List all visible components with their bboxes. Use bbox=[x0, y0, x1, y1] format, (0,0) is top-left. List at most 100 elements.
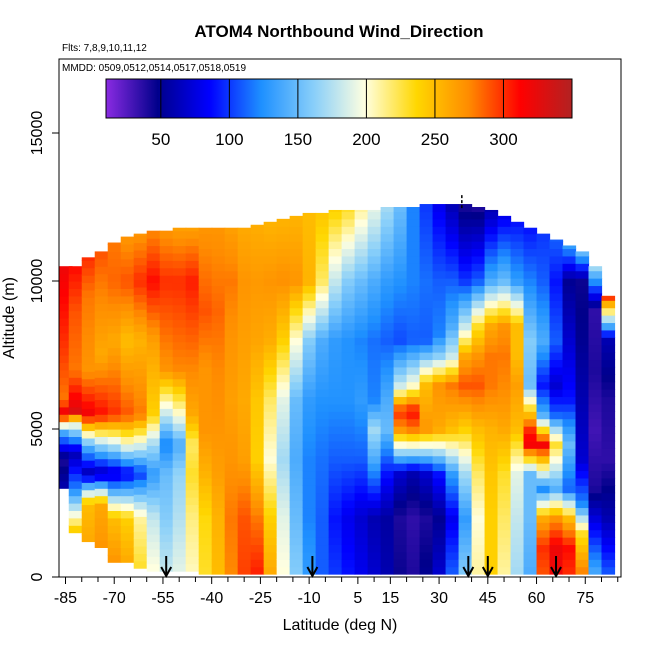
heatmap-cell bbox=[211, 411, 226, 420]
heatmap-cell bbox=[185, 489, 200, 498]
heatmap-cell bbox=[536, 566, 551, 575]
heatmap-cell bbox=[458, 248, 473, 257]
heatmap-cell bbox=[419, 218, 434, 227]
heatmap-cell bbox=[94, 325, 109, 334]
heatmap-cell bbox=[510, 374, 525, 383]
heatmap-cell bbox=[172, 408, 187, 417]
heatmap-cell bbox=[328, 209, 343, 213]
heatmap-cell bbox=[133, 553, 148, 562]
heatmap-cell bbox=[432, 500, 447, 509]
heatmap-cell bbox=[601, 396, 616, 405]
heatmap-cell bbox=[237, 477, 252, 486]
heatmap-cell bbox=[588, 270, 603, 279]
heatmap-cell bbox=[81, 349, 96, 358]
heatmap-cell bbox=[237, 315, 252, 324]
heatmap-cell bbox=[445, 418, 460, 427]
heatmap-cell bbox=[302, 485, 317, 494]
heatmap-cell bbox=[562, 329, 577, 338]
heatmap-cell bbox=[81, 534, 96, 543]
heatmap-cell bbox=[224, 522, 239, 531]
x-tick-label: 30 bbox=[430, 590, 448, 607]
heatmap-cell bbox=[588, 544, 603, 553]
heatmap-cell bbox=[172, 245, 187, 254]
heatmap-cell bbox=[133, 457, 148, 466]
heatmap-cell bbox=[68, 281, 83, 289]
heatmap-cell bbox=[198, 248, 213, 257]
heatmap-cell bbox=[562, 307, 577, 316]
heatmap-cell bbox=[172, 267, 187, 276]
heatmap-cell bbox=[107, 310, 122, 319]
heatmap-cell bbox=[68, 421, 83, 430]
heatmap-cell bbox=[315, 433, 330, 442]
heatmap-cell bbox=[341, 522, 356, 531]
heatmap-cell bbox=[172, 319, 187, 328]
heatmap-cell bbox=[198, 255, 213, 264]
heatmap-cell bbox=[263, 514, 278, 523]
heatmap-cell bbox=[328, 455, 343, 464]
heatmap-cell bbox=[315, 551, 330, 560]
heatmap-cell bbox=[159, 482, 174, 491]
heatmap-cell bbox=[146, 267, 161, 276]
heatmap-cell bbox=[68, 295, 83, 304]
heatmap-cell bbox=[159, 275, 174, 284]
heatmap-cell bbox=[302, 263, 317, 272]
heatmap-cell bbox=[536, 248, 551, 257]
heatmap-cell bbox=[68, 377, 83, 386]
heatmap-cell bbox=[237, 448, 252, 457]
heatmap-cell bbox=[367, 292, 382, 301]
heatmap-cell bbox=[328, 566, 343, 575]
heatmap-cell bbox=[289, 485, 304, 494]
heatmap-cell bbox=[484, 337, 499, 346]
heatmap-cell bbox=[172, 334, 187, 343]
heatmap-cell bbox=[107, 547, 122, 556]
heatmap-cell bbox=[432, 492, 447, 501]
heatmap-cell bbox=[107, 295, 122, 304]
heatmap-cell bbox=[432, 292, 447, 301]
heatmap-cell bbox=[146, 252, 161, 261]
heatmap-cell bbox=[185, 363, 200, 372]
heatmap-cell bbox=[185, 548, 200, 557]
heatmap-cell bbox=[68, 266, 83, 275]
heatmap-cell bbox=[315, 307, 330, 316]
colorbar-tick-label: 100 bbox=[215, 130, 243, 149]
profile-arrow bbox=[550, 556, 562, 579]
heatmap-cell bbox=[289, 448, 304, 457]
heatmap-cell bbox=[159, 526, 174, 535]
heatmap-cell bbox=[562, 500, 577, 509]
heatmap-cell bbox=[315, 418, 330, 427]
heatmap-cell bbox=[172, 526, 187, 535]
heatmap-cell bbox=[445, 329, 460, 338]
heatmap-cell bbox=[549, 492, 564, 501]
heatmap-cell bbox=[185, 541, 200, 550]
heatmap-cell bbox=[315, 278, 330, 287]
heatmap-cell bbox=[575, 477, 590, 486]
heatmap-cell bbox=[536, 344, 551, 353]
heatmap-cell bbox=[471, 307, 486, 316]
heatmap-cell bbox=[393, 322, 408, 331]
heatmap-cell bbox=[159, 504, 174, 513]
heatmap-cell bbox=[198, 500, 213, 509]
heatmap-cell bbox=[601, 411, 616, 420]
heatmap-cell bbox=[419, 529, 434, 538]
heatmap-cell bbox=[289, 215, 304, 220]
heatmap-cell bbox=[419, 315, 434, 324]
heatmap-cell bbox=[471, 292, 486, 301]
heatmap-cell bbox=[59, 369, 73, 378]
heatmap-cell bbox=[276, 300, 291, 309]
heatmap-cell bbox=[471, 403, 486, 412]
heatmap-cell bbox=[588, 522, 603, 531]
heatmap-cell bbox=[328, 426, 343, 435]
heatmap-cell bbox=[263, 270, 278, 279]
heatmap-cell bbox=[211, 403, 226, 412]
heatmap-cell bbox=[484, 248, 499, 257]
heatmap-cell bbox=[406, 470, 421, 479]
heatmap-cell bbox=[224, 337, 239, 346]
heatmap-cell bbox=[185, 534, 200, 543]
heatmap-cell bbox=[328, 500, 343, 509]
heatmap-cell bbox=[536, 418, 551, 427]
heatmap-cell bbox=[289, 514, 304, 523]
heatmap-cell bbox=[549, 403, 564, 412]
heatmap-cell bbox=[172, 445, 187, 454]
heatmap-cell bbox=[302, 278, 317, 287]
heatmap-cell bbox=[341, 359, 356, 368]
